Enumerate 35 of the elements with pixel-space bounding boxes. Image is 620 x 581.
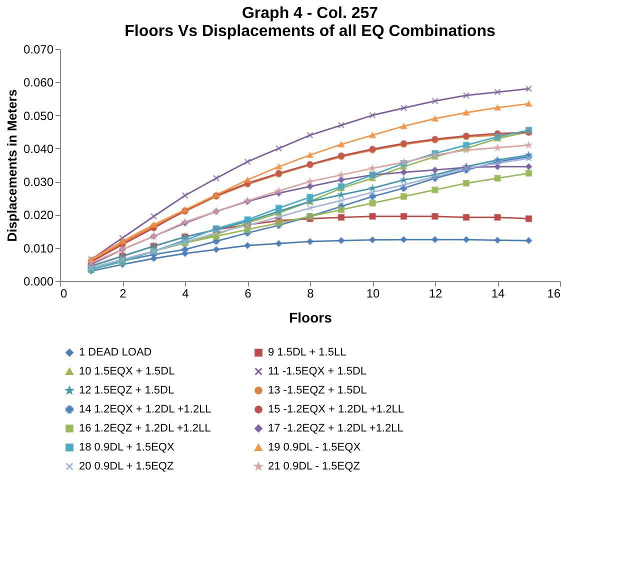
legend-label: 16 1.2EQZ + 1.2DL +1.2LL bbox=[79, 422, 211, 434]
legend-label: 17 -1.2EQZ + 1.2DL +1.2LL bbox=[268, 422, 404, 434]
legend-label: 15 -1.2EQX + 1.2DL +1.2LL bbox=[268, 404, 404, 416]
y-tick-label: 0.030 bbox=[23, 175, 54, 190]
x-tick-label: 6 bbox=[244, 286, 252, 300]
y-axis-title: Displacements in Meters bbox=[4, 89, 20, 242]
x-axis-title: Floors bbox=[289, 310, 332, 326]
legend-label: 21 0.9DL - 1.5EQZ bbox=[268, 460, 360, 472]
legend-label: 9 1.5DL + 1.5LL bbox=[268, 346, 346, 359]
x-tick-label: 10 bbox=[366, 286, 380, 300]
legend-label: 12 1.5EQZ + 1.5DL bbox=[79, 384, 174, 396]
x-tick-label: 16 bbox=[547, 286, 561, 300]
y-tick-label: 0.060 bbox=[23, 76, 54, 90]
y-tick-label: 0.070 bbox=[23, 42, 54, 56]
x-tick-label: 0 bbox=[60, 286, 68, 300]
x-tick-label: 8 bbox=[307, 286, 314, 300]
legend-label: 13 -1.5EQZ + 1.5DL bbox=[268, 384, 367, 396]
legend-label: 11 -1.5EQX + 1.5DL bbox=[268, 366, 367, 378]
y-tick-label: 0.000 bbox=[23, 274, 54, 288]
text: Floors Vs Displacements of all EQ Combinations bbox=[124, 23, 496, 40]
y-tick-label: 0.040 bbox=[23, 142, 54, 156]
legend-label: 20 0.9DL + 1.5EQZ bbox=[79, 460, 174, 472]
x-tick-label: 4 bbox=[182, 286, 190, 300]
legend-label: 1 DEAD LOAD bbox=[79, 346, 152, 359]
x-tick-label: 12 bbox=[428, 286, 442, 300]
legend-label: 19 0.9DL - 1.5EQX bbox=[268, 442, 362, 454]
y-tick-label: 0.010 bbox=[23, 241, 54, 256]
x-tick-label: 14 bbox=[491, 286, 505, 300]
y-tick-label: 0.020 bbox=[23, 208, 54, 222]
legend-label: 14 1.2EQX + 1.2DL +1.2LL bbox=[79, 404, 212, 416]
text: Graph 4 - Col. 257 bbox=[242, 5, 378, 22]
x-tick-label: 2 bbox=[120, 286, 127, 300]
legend-label: 10 1.5EQX + 1.5DL bbox=[79, 366, 175, 378]
y-tick-label: 0.050 bbox=[23, 108, 54, 123]
legend-label: 18 0.9DL + 1.5EQX bbox=[79, 442, 175, 454]
